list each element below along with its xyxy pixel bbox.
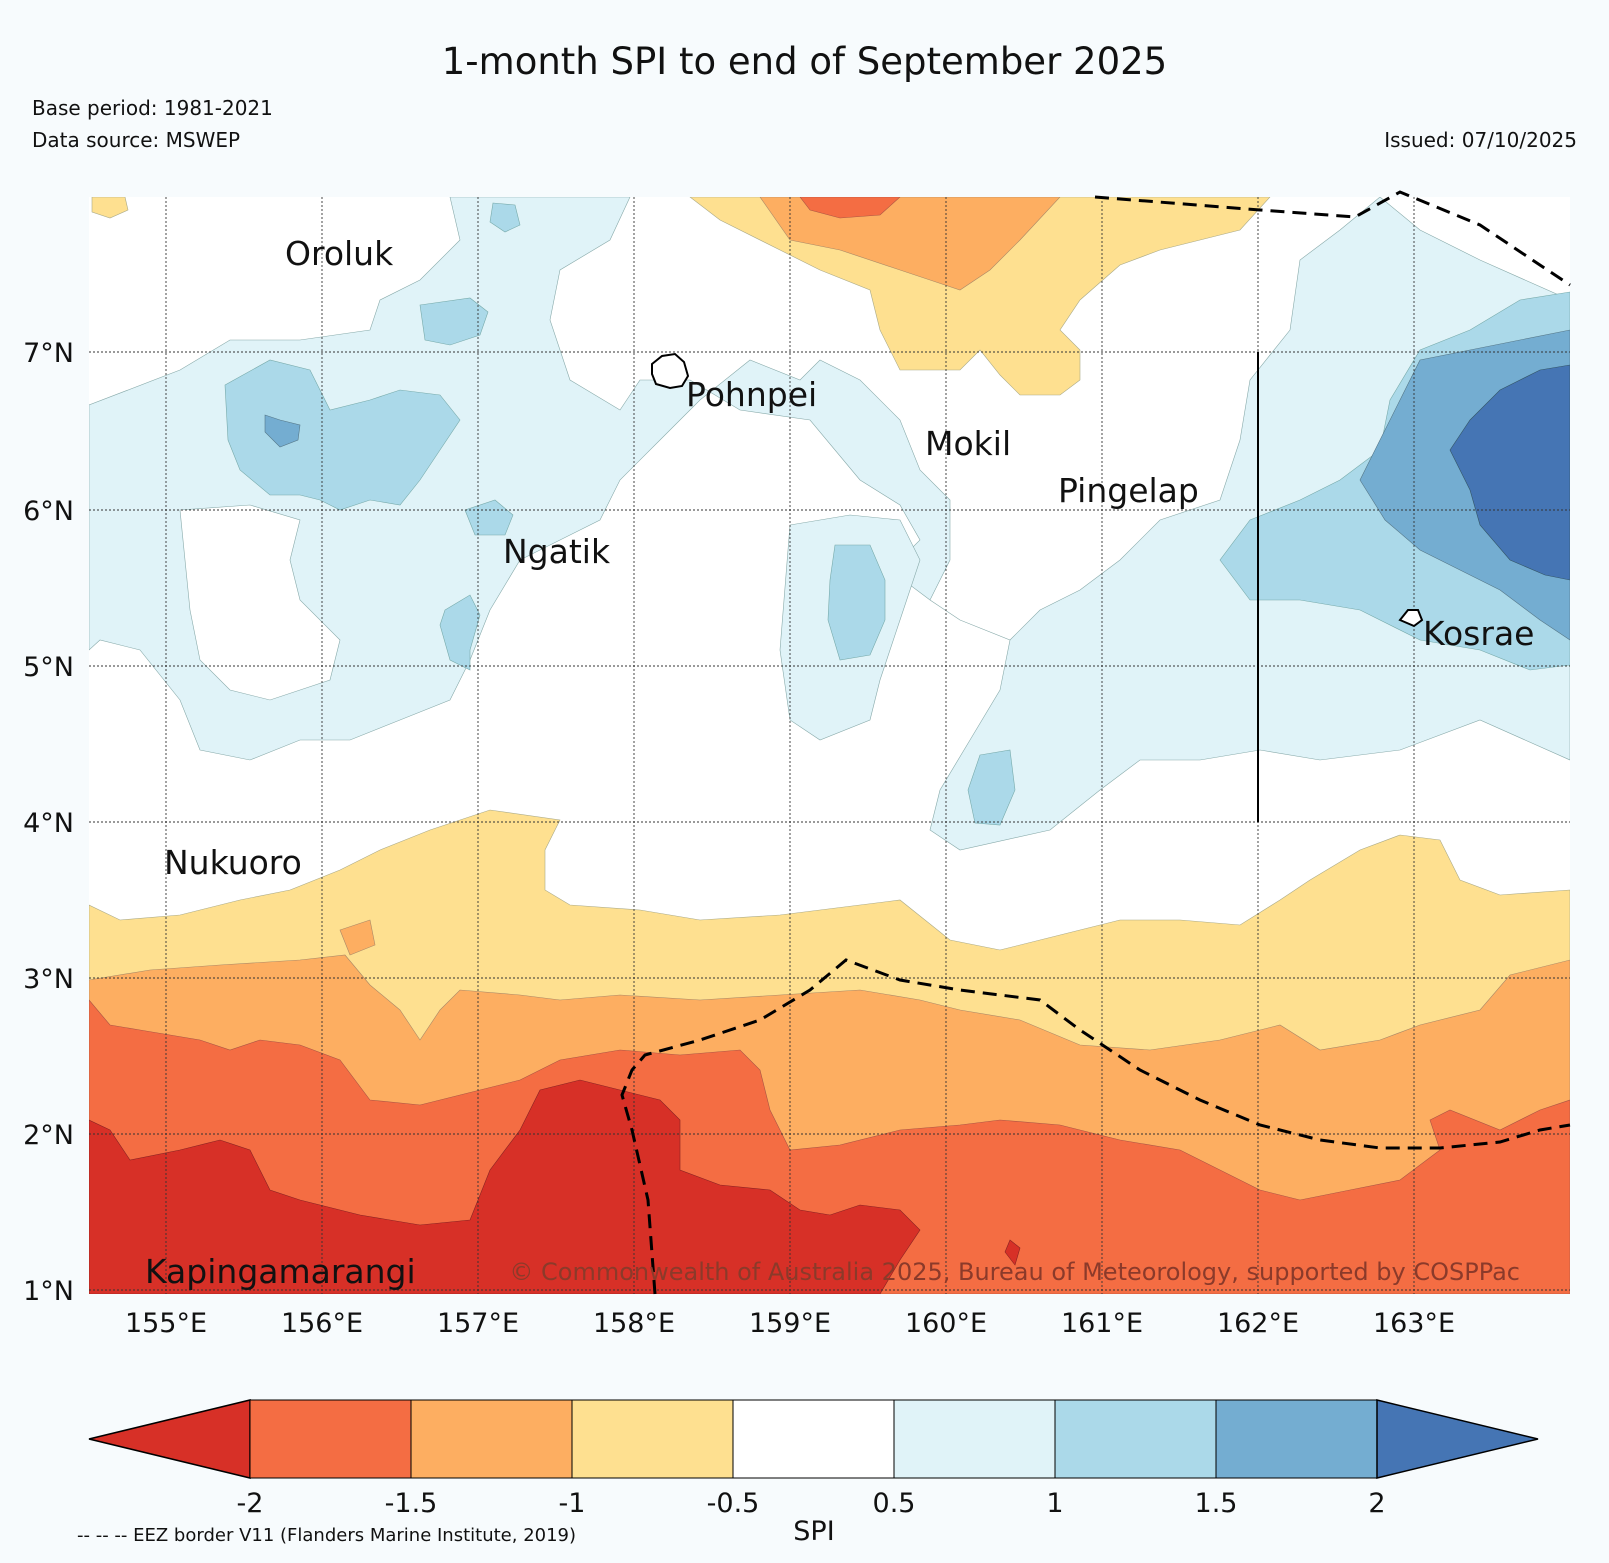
spi-region-dry-severe-north: [759, 197, 1061, 291]
lon-tick: 156°E: [281, 1308, 363, 1339]
label-kapingamarangi: Kapingamarangi: [145, 1252, 416, 1291]
colorbar-bin: [571, 1399, 734, 1479]
spi-region-wet-light-west: [89, 197, 1570, 851]
colorbar-tick: 2: [1368, 1488, 1385, 1519]
colorbar-tick: -1: [559, 1488, 586, 1519]
lat-axis: 7°N 6°N 5°N 4°N 3°N 2°N 1°N: [23, 338, 74, 1307]
lon-tick: 158°E: [593, 1308, 675, 1339]
label-oroluk: Oroluk: [285, 234, 394, 273]
lon-tick: 155°E: [125, 1308, 207, 1339]
lon-tick: 162°E: [1217, 1308, 1299, 1339]
lat-tick: 2°N: [23, 1120, 74, 1151]
label-pohnpei: Pohnpei: [686, 375, 817, 414]
issued-date-text: Issued: 07/10/2025: [1384, 128, 1577, 152]
spi-region-dry-exceptional-south: [89, 1079, 921, 1294]
colorbar-tick: 0.5: [873, 1488, 916, 1519]
colorbar-tick: -1.5: [385, 1488, 438, 1519]
colorbar-label: SPI: [793, 1516, 834, 1547]
spi-region-wet-medium-west: [224, 359, 461, 511]
lat-tick: 4°N: [23, 808, 74, 839]
lon-axis: 155°E 156°E 157°E 158°E 159°E 160°E 161°…: [125, 1308, 1455, 1339]
colorbar-cap-low: [88, 1399, 251, 1479]
base-period-text: Base period: 1981-2021: [32, 96, 273, 120]
eez-border: [620, 190, 1571, 1295]
colorbar-bin: [410, 1399, 573, 1479]
lat-tick: 5°N: [23, 652, 74, 683]
lon-tick: 161°E: [1061, 1308, 1143, 1339]
lon-tick: 160°E: [905, 1308, 987, 1339]
colorbar-cap-high: [1376, 1399, 1539, 1479]
spi-region-wet-strong-east: [1449, 364, 1570, 581]
copyright-notice: © Commonwealth of Australia 2025, Bureau…: [509, 1258, 1520, 1286]
lat-tick: 3°N: [23, 964, 74, 995]
label-kosrae: Kosrae: [1423, 614, 1534, 653]
label-nukuoro: Nukuoro: [164, 843, 302, 882]
colorbar-bin: [249, 1399, 412, 1479]
kosrae-island-shape: [1398, 609, 1424, 628]
spi-region-dry-extreme-south: [89, 999, 1570, 1294]
map-title: 1-month SPI to end of September 2025: [441, 40, 1168, 83]
lat-tick: 7°N: [23, 338, 74, 369]
lon-tick: 157°E: [437, 1308, 519, 1339]
lon-tick: 163°E: [1373, 1308, 1455, 1339]
colorbar-bin: [1054, 1399, 1217, 1479]
colorbar-bin: [1215, 1399, 1378, 1479]
label-mokil: Mokil: [925, 424, 1011, 463]
eez-legend-note: -- -- -- EEZ border V11 (Flanders Marine…: [77, 1525, 577, 1546]
colorbar-bin: [893, 1399, 1056, 1479]
colorbar-tick: -2: [237, 1488, 264, 1519]
lon-tick: 159°E: [749, 1308, 831, 1339]
spi-shading: [89, 197, 1570, 1294]
colorbar-tick: 1.5: [1195, 1488, 1238, 1519]
colorbar-tick: -0.5: [707, 1488, 760, 1519]
lat-tick: 6°N: [23, 496, 74, 527]
label-pingelap: Pingelap: [1058, 471, 1199, 510]
colorbar-bin: [732, 1399, 895, 1479]
pohnpei-island-shape: [651, 352, 690, 390]
colorbar: -2 -1.5 -1 -0.5 0.5 1 1.5 2 SPI: [88, 1399, 1539, 1547]
colorbar-tick: 1: [1046, 1488, 1063, 1519]
data-source-text: Data source: MSWEP: [32, 128, 241, 152]
lat-tick: 1°N: [23, 1276, 74, 1307]
label-ngatik: Ngatik: [503, 532, 611, 571]
